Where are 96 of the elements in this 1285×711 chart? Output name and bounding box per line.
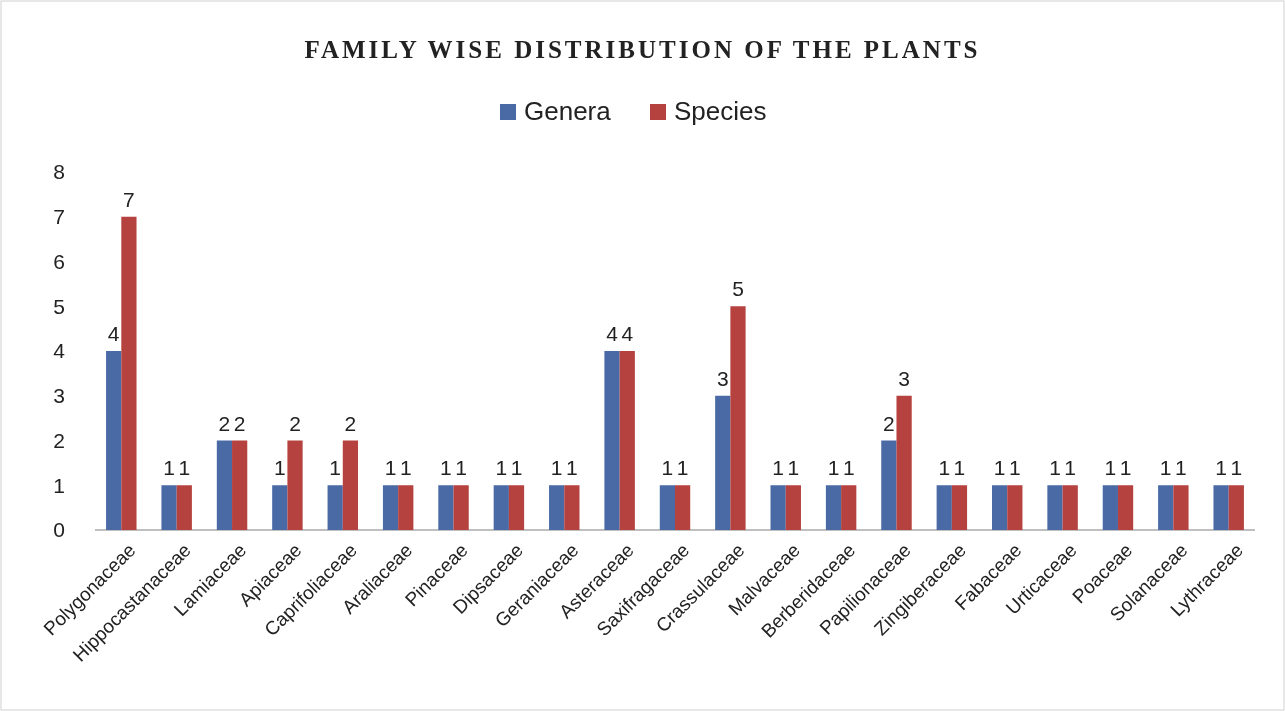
data-label: 1	[384, 456, 397, 480]
data-label: 1	[1008, 456, 1021, 480]
bar	[493, 485, 509, 530]
data-label: 1	[440, 456, 452, 480]
bar	[564, 485, 580, 530]
data-label: 1	[399, 456, 412, 480]
bar	[604, 351, 620, 530]
bar	[730, 306, 746, 530]
bar	[549, 485, 565, 530]
y-tick-label: 4	[53, 339, 66, 363]
bar	[825, 485, 842, 530]
bar	[785, 485, 801, 530]
bar	[1173, 485, 1189, 530]
bar	[272, 485, 288, 530]
data-label: 1	[1215, 456, 1227, 480]
chart-title: FAMILY WISE DISTRIBUTION OF THE PLANTS	[304, 36, 981, 63]
bar	[232, 440, 248, 530]
bar	[951, 485, 968, 530]
data-label: 7	[123, 187, 135, 211]
bar	[176, 485, 192, 530]
bar	[770, 485, 786, 530]
data-label: 1	[329, 456, 342, 480]
y-tick-label: 0	[53, 518, 65, 542]
data-label: 1	[772, 456, 784, 480]
data-label: 1	[827, 456, 840, 480]
data-label: 1	[455, 456, 467, 480]
data-label: 1	[550, 456, 563, 480]
data-label: 1	[842, 456, 855, 480]
data-label: 1	[1119, 456, 1132, 480]
y-tick-label: 6	[53, 249, 65, 273]
bar	[216, 440, 233, 530]
y-tick-label: 7	[53, 205, 65, 229]
data-label: 3	[898, 366, 910, 390]
bar	[936, 485, 952, 530]
legend-label: Species	[674, 96, 767, 126]
bar	[715, 395, 731, 530]
data-label: 4	[606, 322, 619, 345]
bar	[287, 440, 303, 530]
y-tick-label: 8	[53, 160, 65, 184]
data-label: 3	[716, 366, 729, 390]
data-label: 2	[344, 411, 357, 435]
bar	[841, 485, 857, 530]
data-label: 4	[621, 322, 634, 345]
data-label: 1	[495, 456, 508, 480]
data-label: 2	[289, 411, 301, 435]
data-label: 1	[1230, 456, 1243, 480]
bar	[1213, 485, 1229, 530]
data-label: 1	[1104, 456, 1117, 480]
data-label: 1	[993, 456, 1006, 480]
bar	[398, 485, 414, 530]
data-label: 1	[953, 456, 966, 480]
data-label: 1	[787, 456, 800, 480]
data-label: 2	[233, 411, 246, 435]
bar	[438, 485, 454, 530]
bar	[881, 440, 897, 530]
bar	[1102, 485, 1118, 530]
data-label: 1	[510, 456, 523, 480]
bar	[508, 485, 525, 530]
data-label: 1	[1064, 456, 1077, 480]
y-tick-label: 2	[53, 428, 65, 452]
data-label: 1	[178, 456, 191, 480]
data-label: 1	[163, 456, 175, 480]
y-tick-label: 1	[53, 473, 65, 497]
data-label: 4	[107, 322, 120, 345]
bar	[1007, 485, 1023, 530]
bar	[106, 351, 122, 530]
bar	[991, 485, 1008, 530]
data-label: 1	[661, 456, 674, 480]
bar	[659, 485, 675, 530]
data-label: 1	[1175, 456, 1187, 480]
data-label: 1	[273, 456, 286, 480]
data-label: 2	[218, 411, 231, 435]
bar	[1062, 485, 1078, 530]
data-label: 1	[938, 456, 951, 480]
bar	[342, 440, 359, 530]
data-label: 1	[676, 456, 689, 480]
y-tick-label: 3	[53, 384, 65, 408]
data-label: 2	[883, 411, 895, 435]
bar	[121, 216, 137, 530]
bar	[896, 395, 912, 530]
bar	[1228, 485, 1244, 530]
y-tick-label: 5	[53, 294, 65, 318]
data-label: 1	[1159, 456, 1172, 480]
bar	[453, 485, 469, 530]
bar	[161, 485, 177, 530]
bar	[1047, 485, 1063, 530]
data-label: 1	[566, 456, 578, 480]
data-label: 1	[1049, 456, 1061, 480]
legend-label: Genera	[524, 96, 612, 126]
bar	[1158, 485, 1174, 530]
bar	[1117, 485, 1134, 530]
bar	[382, 485, 399, 530]
data-label: 5	[732, 277, 744, 301]
bar	[619, 351, 635, 530]
bar	[675, 485, 691, 530]
bar	[327, 485, 343, 530]
